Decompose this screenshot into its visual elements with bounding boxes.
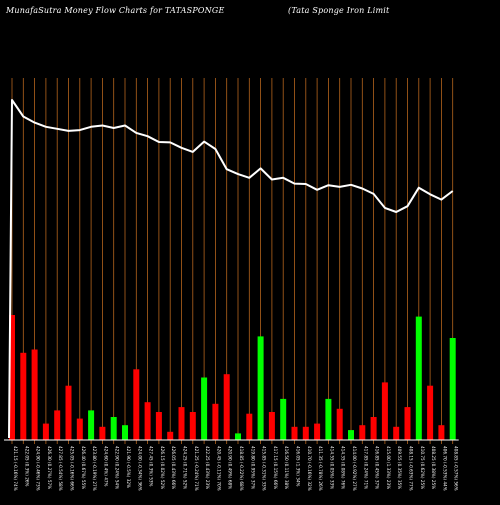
x-tick-label: 421.15 (-0.16%) 74% — [13, 446, 18, 491]
money-flow-bar — [189, 412, 196, 440]
money-flow-bar — [20, 352, 27, 440]
price-line — [8, 99, 454, 439]
money-flow-bar — [155, 412, 162, 440]
x-tick-label: 410.75 (0.62%) 25% — [420, 446, 425, 489]
x-tick-label: 410.70 (-0.16%) 32% — [307, 446, 312, 491]
x-tick-label: 416.05 (1.3%) 34% — [296, 446, 301, 487]
money-flow-bar — [76, 418, 83, 440]
money-flow-bar — [110, 417, 117, 440]
x-tick-label: 418.85 (-0.22%) 68% — [239, 446, 244, 491]
x-tick-label: 408.15 (-0.63%) 77% — [409, 446, 414, 491]
money-flow-bar — [88, 410, 95, 440]
money-flow-bar — [167, 431, 174, 440]
money-flow-bar — [65, 385, 72, 440]
x-tick-label: 416.50 (0.11%) 38% — [284, 446, 289, 489]
x-tick-label: 426.05 (0.43%) 66% — [171, 446, 176, 489]
x-tick-label: 417.85 (0.24%) 71% — [363, 446, 368, 489]
money-flow-bar — [325, 398, 332, 440]
money-flow-bar — [393, 426, 400, 440]
company-name: (Tata Sponge Iron Limit — [288, 6, 390, 15]
money-flow-bar — [9, 315, 15, 440]
x-tick-label: 415.00 (1.33%) 23% — [386, 446, 391, 489]
x-tick-label: 427.85 (-0.54%) 58% — [58, 446, 63, 491]
x-tick-label: 424.25 (0.71%) 52% — [183, 446, 188, 489]
x-tick-label: 426.15 (0.02%) 52% — [160, 446, 165, 489]
money-flow-bar — [99, 426, 106, 440]
money-flow-bar — [178, 407, 185, 440]
x-tick-label: 416.85 (0.45%) 37% — [375, 446, 380, 489]
money-flow-bar — [235, 433, 241, 440]
x-tick-label: 422.05 (0.3%) 26% — [24, 446, 29, 487]
x-tick-label: 414.55 (0.05%) 33% — [329, 446, 334, 489]
x-tick-label: 422.25 (0.43%) 23% — [205, 446, 210, 489]
money-flow-bar — [54, 410, 61, 440]
money-flow-bar — [31, 349, 38, 440]
x-tick-label: 424.00 (-0.34%) 36% — [137, 446, 142, 491]
x-tick-label: 421.90 (-0.5%) 32% — [126, 446, 131, 488]
x-tick-label: 422.90 (0.24%) 54% — [115, 446, 120, 489]
x-tick-label: 419.80 (0.95%) 37% — [250, 446, 255, 489]
money-flow-bar — [268, 412, 275, 440]
money-flow-bar — [415, 316, 422, 440]
volume-bars — [9, 315, 456, 441]
money-flow-bar — [438, 425, 445, 440]
money-flow-bar — [257, 336, 264, 440]
money-flow-bar — [280, 398, 287, 440]
x-tick-label: 420.90 (0.49%) 68% — [228, 446, 233, 489]
x-tick-label: 414.00 (-0.92%) 27% — [352, 446, 357, 491]
x-tick-label: 420.45 (-0.11%) 70% — [216, 446, 221, 491]
money-flow-bar — [223, 374, 230, 440]
x-tick-label: 415.85 (-0.31%) 33% — [262, 446, 267, 491]
money-flow-bar — [427, 385, 434, 440]
money-flow-bar — [42, 423, 49, 440]
money-flow-bar — [404, 407, 411, 440]
money-flow-bar — [314, 423, 321, 440]
money-flow-bar — [201, 377, 208, 440]
money-flow-bar — [246, 413, 253, 440]
money-flow-bar — [359, 425, 366, 440]
money-flow-bar — [144, 402, 151, 440]
x-tick-label: 409.55 (0.35%) 35% — [397, 446, 402, 489]
money-flow-bar — [381, 382, 388, 440]
x-tick-label: 426.40 (0.67%) 55% — [81, 446, 86, 489]
x-tick-label: 411.35 (-0.78%) 26% — [318, 446, 323, 491]
money-flow-bar — [336, 408, 343, 441]
money-flow-bar — [370, 417, 377, 440]
money-flow-bar — [133, 369, 140, 440]
money-flow-bar — [212, 403, 219, 440]
x-tick-label: 421.25 (-0.24%) 71% — [194, 446, 199, 491]
x-tick-label: 408.85 (-0.57%) 56% — [454, 446, 459, 491]
x-tick-label: 406.70 (-0.53%) 44% — [442, 446, 447, 491]
x-tick-label: 426.30 (0.27%) 57% — [47, 446, 52, 489]
x-tick-label: 408.25 (0.38%) 25% — [431, 446, 436, 489]
money-flow-bar — [291, 426, 298, 440]
money-flow-bar — [449, 338, 456, 440]
x-tick-label: 414.35 (0.08%) 76% — [341, 446, 346, 489]
x-tick-label: 417.15 (0.15%) 66% — [273, 446, 278, 489]
x-tick-label: 427.45 (0.3%) 53% — [149, 446, 154, 487]
x-tick-label: 424.90 (-0.46%) 73% — [36, 446, 41, 491]
money-flow-bar — [348, 430, 354, 440]
money-flow-bar — [122, 425, 128, 440]
chart-title: MunafaSutra Money Flow Charts for TATASP… — [6, 6, 225, 15]
x-tick-label: 423.80 (-0.19%) 27% — [92, 446, 97, 491]
x-tick-label: 424.60 (0.4%) 47% — [103, 446, 108, 487]
x-axis-labels: 421.15 (-0.16%) 74% 422.05 (0.3%) 26% 424.… — [13, 446, 459, 491]
x-tick-label: 425.05 (-0.16%) 66% — [70, 446, 75, 491]
money-flow-bar — [302, 426, 309, 440]
